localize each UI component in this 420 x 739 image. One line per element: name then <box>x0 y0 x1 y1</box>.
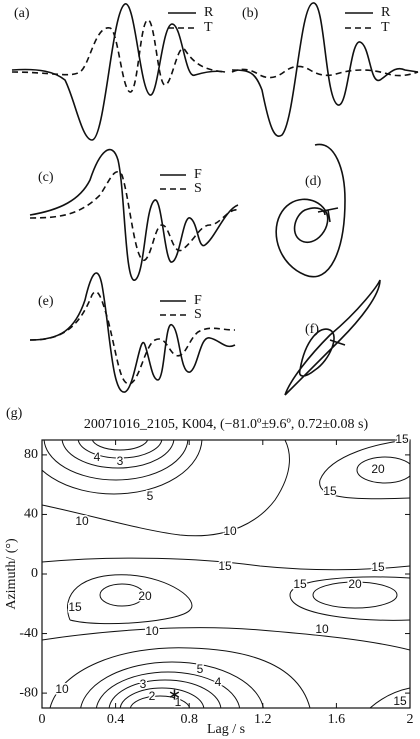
contour-label: 3 <box>140 677 147 691</box>
contour-label: 10 <box>145 624 159 638</box>
waveform <box>11 3 226 141</box>
contour-label: 10 <box>315 622 329 636</box>
contour-line <box>49 647 311 708</box>
panel-label: (c) <box>38 170 54 185</box>
contour-line <box>80 661 264 708</box>
panel-c: (c) F S <box>29 148 239 281</box>
contour-line <box>42 627 410 651</box>
contour-label: 5 <box>147 489 154 503</box>
contour-line <box>91 440 149 451</box>
x-tick-label: 0.8 <box>180 712 198 727</box>
contour-label: 15 <box>323 484 337 498</box>
waveform <box>29 291 236 385</box>
contours <box>42 440 410 708</box>
contour-label: 3 <box>117 454 124 468</box>
plot-frame <box>41 439 411 709</box>
waveform <box>11 19 226 93</box>
panel-g: (g) 20071016_2105, K004, (−81.0º±9.6º, 0… <box>4 406 414 737</box>
x-tick-label: 2 <box>407 712 414 727</box>
contour-line <box>312 581 398 609</box>
y-tick-label: -40 <box>19 626 38 641</box>
x-axis-label: Lag / s <box>207 722 245 737</box>
contour-line <box>61 440 175 469</box>
contour-line <box>289 576 410 621</box>
contour-line <box>99 583 145 607</box>
waveform <box>29 272 236 393</box>
panel-f: (f) <box>284 279 381 396</box>
y-tick-label: 80 <box>24 447 38 462</box>
contour-line <box>119 687 205 708</box>
contour-line <box>42 440 290 537</box>
panel-label: (e) <box>38 294 54 309</box>
particle-motion <box>275 143 346 278</box>
contour-label: 20 <box>371 462 385 476</box>
contour-label: 15 <box>395 432 409 446</box>
panel-d: (d) <box>275 143 346 278</box>
legend-label: F <box>194 293 202 308</box>
best-fit-marker <box>169 689 180 700</box>
contour-line <box>319 440 410 500</box>
y-axis-label: Azimuth/ (°) <box>4 538 19 610</box>
contour-label: 15 <box>218 559 232 573</box>
legend-label: S <box>194 181 202 196</box>
panel-label: (d) <box>305 174 322 189</box>
contour-label: 10 <box>55 682 69 696</box>
panel-a: (a) R T <box>11 3 226 141</box>
panel-label: (a) <box>14 6 30 21</box>
contour-label: 15 <box>393 694 407 708</box>
contour-label: 4 <box>94 450 101 464</box>
contour-line <box>369 687 410 708</box>
contour-line <box>108 679 222 708</box>
waveform <box>29 148 239 281</box>
particle-motion <box>284 279 381 396</box>
legend-label: R <box>204 5 214 20</box>
contour-label: 20 <box>138 589 152 603</box>
contour-label: 20 <box>348 577 362 591</box>
panel-label: (f) <box>305 322 319 337</box>
x-tick-label: 0 <box>39 712 46 727</box>
contour-label: 5 <box>197 662 204 676</box>
contour-line <box>67 574 193 625</box>
y-tick-label: -80 <box>19 685 38 700</box>
contour-label: 1 <box>175 695 182 709</box>
waveform <box>231 65 419 79</box>
panel-e: (e) F S <box>29 272 236 393</box>
legend-label: S <box>194 307 202 322</box>
contour-line <box>43 440 189 481</box>
contour-label: 2 <box>149 689 156 703</box>
contour-line <box>42 440 203 495</box>
chart-title: 20071016_2105, K004, (−81.0º±9.6º, 0.72±… <box>84 417 369 432</box>
x-tick-label: 1.6 <box>328 712 346 727</box>
contour-line <box>42 557 410 571</box>
legend-label: T <box>381 20 390 35</box>
legend-label: R <box>381 5 391 20</box>
contour-line <box>95 671 241 708</box>
legend-label: F <box>194 167 202 182</box>
waveform <box>231 2 419 137</box>
contour-label: 10 <box>75 514 89 528</box>
contour-line <box>129 695 191 708</box>
contour-line <box>77 440 163 459</box>
y-tick-label: 0 <box>31 566 38 581</box>
contour-label: 4 <box>215 675 222 689</box>
legend-label: T <box>204 20 213 35</box>
y-tick-label: 40 <box>24 507 38 522</box>
panel-label: (b) <box>242 6 259 21</box>
contour-label: 15 <box>68 600 82 614</box>
panel-b: (b) R T <box>231 2 419 137</box>
waveform <box>29 170 239 261</box>
contour-line <box>356 456 410 484</box>
contour-label: 15 <box>293 577 307 591</box>
x-tick-label: 0.4 <box>107 712 125 727</box>
contour-label: 15 <box>371 560 385 574</box>
contour-label: 10 <box>223 524 237 538</box>
x-tick-label: 1.2 <box>254 712 272 727</box>
panel-label: (g) <box>6 406 23 421</box>
